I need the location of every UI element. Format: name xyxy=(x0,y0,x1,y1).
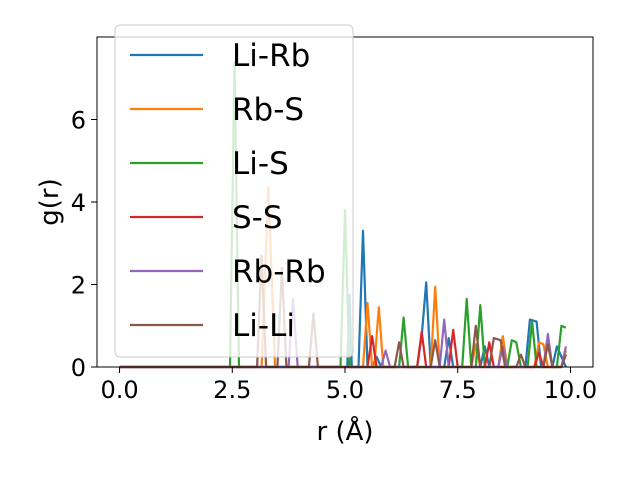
series-line-s-s xyxy=(119,328,567,369)
y-tick-label: 6 xyxy=(71,107,86,135)
y-axis-label: g(r) xyxy=(35,178,65,225)
x-axis-label: r (Å) xyxy=(316,415,373,447)
y-tick-label: 4 xyxy=(71,189,86,217)
legend-label: Li-S xyxy=(232,146,289,182)
legend-label: Rb-Rb xyxy=(232,254,326,290)
legend: Li-Rb Rb-S Li-S S-S Rb-Rb Li-Li xyxy=(114,24,354,358)
x-tick-label: 5.0 xyxy=(326,376,364,404)
legend-label: S-S xyxy=(232,200,283,236)
y-tick-label: 2 xyxy=(71,272,86,300)
legend-label: Li-Rb xyxy=(232,38,310,74)
y-axis: 0 2 4 6 xyxy=(71,107,97,382)
x-axis: 0.0 2.5 5.0 7.5 10.0 xyxy=(100,367,597,404)
x-tick-label: 2.5 xyxy=(213,376,251,404)
legend-label: Li-Li xyxy=(232,308,295,344)
x-tick-label: 0.0 xyxy=(100,376,138,404)
x-tick-label: 7.5 xyxy=(439,376,477,404)
legend-label: Rb-S xyxy=(232,92,304,128)
y-tick-label: 0 xyxy=(71,354,86,382)
x-tick-label: 10.0 xyxy=(544,376,597,404)
